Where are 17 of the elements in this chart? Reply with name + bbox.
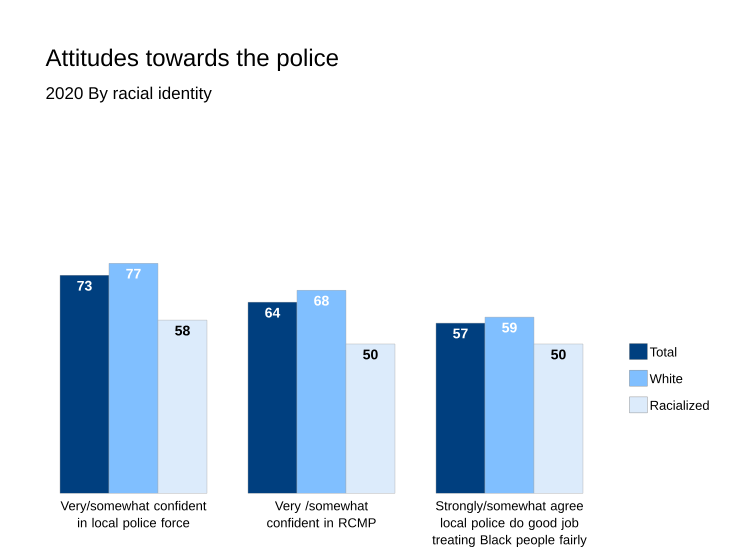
data-label: 73 [77, 280, 92, 291]
chart-subtitle: 2020 By racial identity [46, 86, 212, 103]
x-tick-label: Very /somewhat confident in RCMP [267, 500, 376, 528]
data-label: 50 [551, 350, 566, 360]
data-label: 58 [175, 326, 190, 336]
legend-label: Total [650, 347, 676, 357]
x-tick-label: Strongly/somewhat agree local police do good job treating Black people fairly [432, 500, 587, 547]
legend-label: Racialized [650, 400, 709, 410]
data-label: 77 [126, 268, 141, 278]
legend-label: White [650, 374, 682, 384]
data-label: 59 [502, 322, 517, 333]
data-label: 64 [265, 308, 280, 318]
data-label: 57 [453, 328, 468, 338]
x-tick-label: Very/somewhat confident in local police force [60, 500, 206, 530]
chart-title: Attitudes towards the police [46, 48, 338, 71]
data-label: 50 [363, 350, 378, 360]
data-label: 68 [314, 296, 329, 306]
